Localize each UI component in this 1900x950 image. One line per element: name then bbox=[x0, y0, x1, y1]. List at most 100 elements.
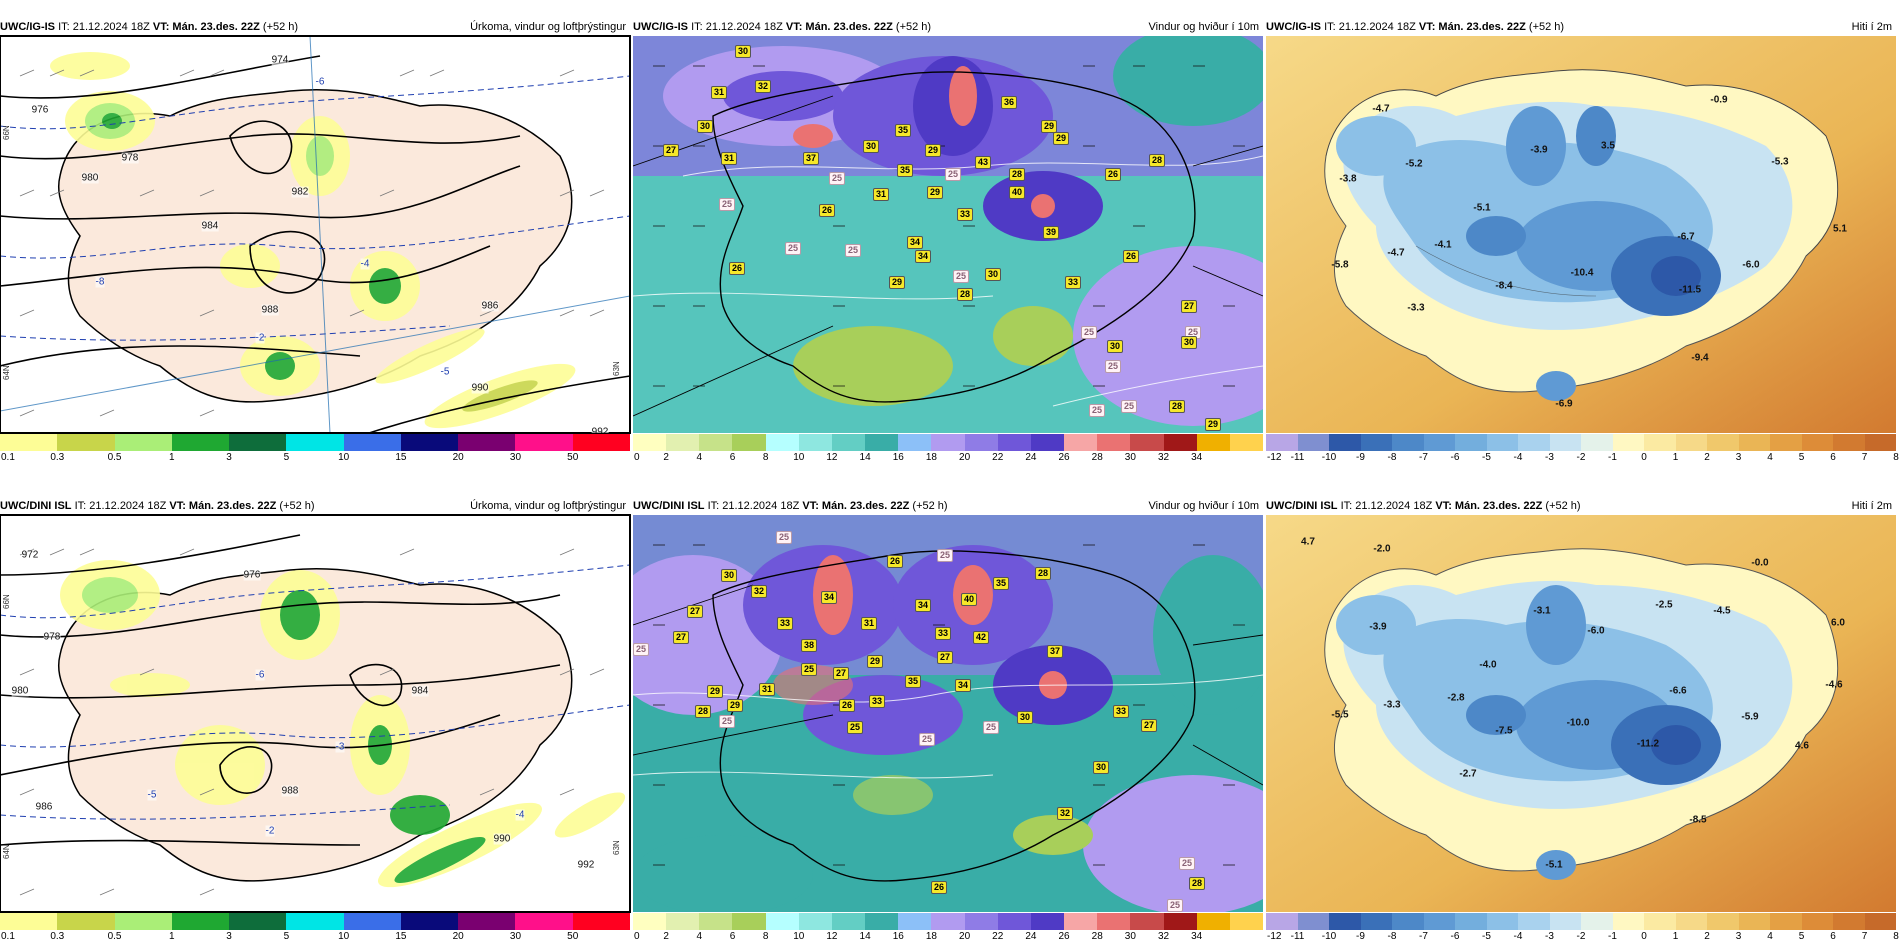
colorbar-swatch bbox=[1163, 434, 1197, 451]
colorbar-tick-label: 10 bbox=[338, 931, 350, 942]
colorbar-tick-label: 24 bbox=[1025, 452, 1037, 463]
colorbar-tick-label: 30 bbox=[1124, 452, 1136, 463]
temp-label: -2.5 bbox=[1655, 599, 1673, 611]
colorbar-swatch bbox=[1329, 434, 1361, 451]
colorbar-swatch bbox=[1266, 434, 1298, 451]
gust-label: 25 bbox=[1081, 326, 1098, 339]
colorbar-tick-label: 5 bbox=[1798, 931, 1805, 942]
colorbar-tick-label: -9 bbox=[1356, 931, 1365, 942]
isobar-label: 982 bbox=[291, 186, 309, 198]
isobar-label: 986 bbox=[35, 801, 53, 813]
isobar-label: 986 bbox=[481, 300, 499, 312]
lat-label: 66N bbox=[2, 125, 11, 140]
panel-title: Vindur og hviður í 10m bbox=[1148, 500, 1259, 512]
temp-label: -11.5 bbox=[1678, 284, 1702, 296]
gust-label: 30 bbox=[1107, 340, 1124, 353]
model-name: UWC/DINI ISL bbox=[0, 500, 72, 512]
temp-panel-dini: UWC/DINI ISL IT: 21.12.2024 18Z VT: Mán.… bbox=[1266, 497, 1899, 949]
temp-label: -3.3 bbox=[1407, 302, 1425, 314]
colorbar-swatch bbox=[1064, 913, 1098, 930]
colorbar-swatch bbox=[931, 913, 965, 930]
temp-label: -6.7 bbox=[1677, 231, 1695, 243]
gust-label: 25 bbox=[919, 733, 936, 746]
colorbar-tick-label: 6 bbox=[729, 452, 736, 463]
colorbar-swatch bbox=[931, 434, 965, 451]
colorbar-tick-label: 30 bbox=[509, 452, 522, 463]
colorbar-tick-label: 10 bbox=[793, 452, 805, 463]
init-time: IT: 21.12.2024 18Z bbox=[58, 21, 150, 33]
init-time: IT: 21.12.2024 18Z bbox=[707, 500, 800, 512]
colorbar-swatch bbox=[1612, 913, 1644, 930]
colorbar-swatch bbox=[229, 434, 287, 451]
colorbar-tick-label: 15 bbox=[395, 931, 407, 942]
gust-label: 25 bbox=[801, 663, 818, 676]
colorbar-tick-label: -8 bbox=[1387, 452, 1397, 463]
temp-panel-igis: UWC/IG-IS IT: 21.12.2024 18Z VT: Mán. 23… bbox=[1266, 18, 1899, 470]
colorbar-swatch bbox=[765, 913, 799, 930]
temp-label: -4.7 bbox=[1387, 247, 1405, 259]
colorbar-swatch bbox=[1486, 434, 1518, 451]
gust-label: 28 bbox=[1169, 400, 1186, 413]
temp-label: -6.6 bbox=[1669, 685, 1687, 697]
colorbar-swatch bbox=[865, 913, 899, 930]
gust-label: 28 bbox=[957, 288, 974, 301]
colorbar-tick-label: -11 bbox=[1290, 931, 1305, 942]
colorbar-swatch bbox=[572, 434, 630, 451]
isobar-label: 990 bbox=[493, 833, 511, 845]
colorbar-swatch bbox=[1392, 434, 1424, 451]
temp-label: 4.6 bbox=[1795, 740, 1809, 752]
gust-label: 29 bbox=[1205, 418, 1222, 431]
colorbar-swatch bbox=[0, 434, 58, 451]
colorbar-swatch bbox=[1455, 913, 1487, 930]
colorbar-tick-label: 10 bbox=[338, 452, 350, 463]
colorbar-tick-label: -7 bbox=[1419, 452, 1428, 463]
colorbar-tick-label: 7 bbox=[1861, 931, 1868, 942]
gust-label: 30 bbox=[1017, 711, 1034, 724]
lead-time: (+52 h) bbox=[1545, 500, 1581, 512]
temp-label: 6.0 bbox=[1831, 617, 1845, 629]
temp-label: -5.5 bbox=[1331, 709, 1349, 721]
precip-panel-dini: UWC/DINI ISL IT: 21.12.2024 18Z VT: Mán.… bbox=[0, 497, 631, 949]
valid-time-prefix: VT: bbox=[1435, 500, 1452, 512]
colorbar-swatch bbox=[458, 434, 516, 451]
panel-title: Hiti í 2m bbox=[1851, 21, 1892, 33]
gust-label: 32 bbox=[755, 80, 772, 93]
gust-label: 29 bbox=[727, 699, 744, 712]
colorbar-swatch bbox=[114, 913, 172, 930]
lead-time: (+52 h) bbox=[895, 21, 932, 33]
temp-contour-label: -6 bbox=[255, 669, 265, 681]
colorbar-tick-label: 34 bbox=[1191, 931, 1203, 942]
gust-label: 25 bbox=[1121, 400, 1138, 413]
precip-colorbar: 0.1 0.3 0.5 1 3 5 10 15 20 30 50 bbox=[0, 434, 630, 470]
colorbar-swatch bbox=[898, 913, 932, 930]
wind-panel-dini: UWC/DINI ISL IT: 21.12.2024 18Z VT: Mán.… bbox=[633, 497, 1263, 949]
gust-label: 33 bbox=[1113, 705, 1130, 718]
colorbar-tick-label: 16 bbox=[892, 452, 904, 463]
colorbar-swatches bbox=[0, 434, 630, 451]
colorbar-swatch bbox=[865, 434, 899, 451]
gust-label: 26 bbox=[839, 699, 856, 712]
colorbar-tick-label: 12 bbox=[826, 931, 838, 942]
gust-label: 34 bbox=[907, 236, 924, 249]
temp-contour-label: -8 bbox=[95, 276, 105, 288]
colorbar-ticks: 0.1 0.3 0.5 1 3 5 10 15 20 30 50 bbox=[0, 452, 630, 466]
colorbar-swatch bbox=[1707, 913, 1739, 930]
colorbar-swatch bbox=[1455, 434, 1487, 451]
gust-label: 25 bbox=[633, 643, 650, 656]
colorbar-swatch bbox=[400, 913, 459, 930]
colorbar-tick-label: 2 bbox=[663, 452, 669, 463]
colorbar-swatch bbox=[732, 913, 766, 930]
colorbar-swatch bbox=[1130, 913, 1164, 930]
colorbar-swatch bbox=[831, 913, 866, 930]
gust-label: 27 bbox=[833, 667, 850, 680]
temp-label: -7.5 bbox=[1495, 725, 1513, 737]
gust-label: 33 bbox=[957, 208, 974, 221]
gust-label: 30 bbox=[1181, 336, 1198, 349]
colorbar-swatches bbox=[1266, 434, 1896, 451]
gust-label: 30 bbox=[985, 268, 1002, 281]
temp-label: -10.4 bbox=[1570, 267, 1594, 279]
temp-label: -4.5 bbox=[1713, 605, 1731, 617]
panel-header: UWC/IG-IS IT: 21.12.2024 18Z VT: Mán. 23… bbox=[633, 18, 1263, 36]
colorbar-swatch bbox=[1097, 434, 1131, 451]
gust-label: 34 bbox=[915, 599, 932, 612]
